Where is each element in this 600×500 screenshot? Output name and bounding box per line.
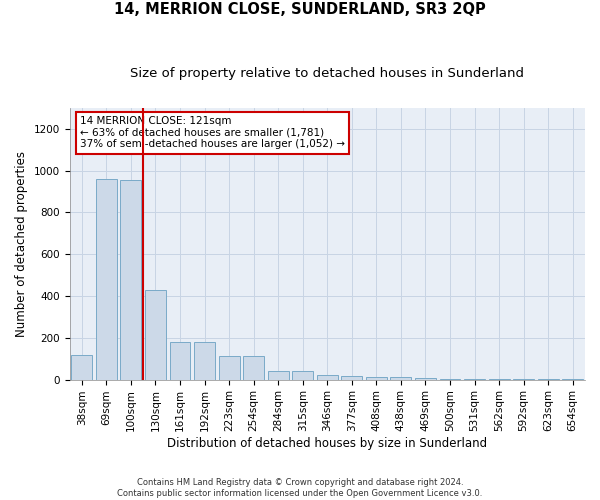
Bar: [170, 342, 190, 380]
X-axis label: Distribution of detached houses by size in Sunderland: Distribution of detached houses by size …: [167, 437, 487, 450]
Bar: [71, 354, 92, 380]
Bar: [194, 342, 215, 380]
Bar: [96, 179, 117, 380]
Bar: [513, 378, 534, 380]
Bar: [243, 356, 264, 380]
Bar: [341, 376, 362, 380]
Bar: [391, 378, 412, 380]
Bar: [440, 378, 460, 380]
Bar: [415, 378, 436, 380]
Y-axis label: Number of detached properties: Number of detached properties: [15, 151, 28, 337]
Bar: [317, 376, 338, 380]
Bar: [538, 379, 559, 380]
Bar: [366, 378, 387, 380]
Bar: [121, 180, 142, 380]
Bar: [218, 356, 239, 380]
Text: Contains HM Land Registry data © Crown copyright and database right 2024.
Contai: Contains HM Land Registry data © Crown c…: [118, 478, 482, 498]
Bar: [464, 378, 485, 380]
Bar: [268, 371, 289, 380]
Bar: [562, 379, 583, 380]
Bar: [145, 290, 166, 380]
Bar: [292, 371, 313, 380]
Text: 14, MERRION CLOSE, SUNDERLAND, SR3 2QP: 14, MERRION CLOSE, SUNDERLAND, SR3 2QP: [114, 2, 486, 18]
Text: 14 MERRION CLOSE: 121sqm
← 63% of detached houses are smaller (1,781)
37% of sem: 14 MERRION CLOSE: 121sqm ← 63% of detach…: [80, 116, 345, 150]
Bar: [488, 378, 509, 380]
Title: Size of property relative to detached houses in Sunderland: Size of property relative to detached ho…: [130, 68, 524, 80]
